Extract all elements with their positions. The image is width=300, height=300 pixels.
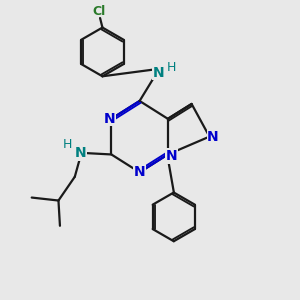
Text: N: N	[134, 165, 146, 179]
Text: Cl: Cl	[92, 5, 106, 18]
Text: N: N	[104, 112, 116, 126]
Text: N: N	[74, 146, 86, 160]
Text: H: H	[167, 61, 176, 74]
Text: N: N	[207, 130, 219, 144]
Text: H: H	[63, 138, 72, 151]
Text: N: N	[153, 66, 165, 80]
Text: N: N	[166, 149, 177, 163]
